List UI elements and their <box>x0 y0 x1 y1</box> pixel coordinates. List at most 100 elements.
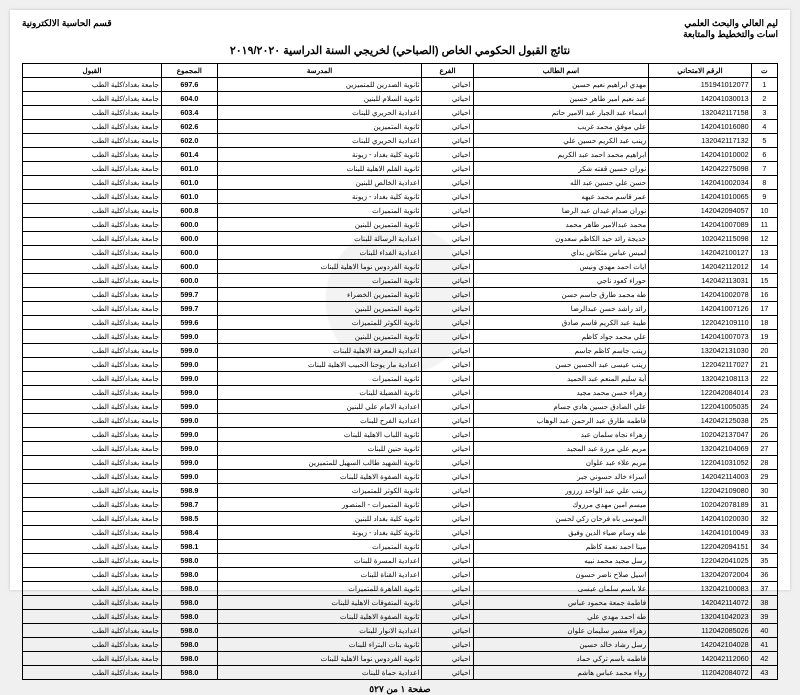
table-cell: 603.4 <box>162 106 218 120</box>
header-left-block: قسم الحاسبة الالكترونية <box>22 18 172 40</box>
table-cell: احيائي <box>422 582 473 596</box>
table-cell: عبد نعيم امير طاهر حسين <box>473 92 649 106</box>
table-cell: 601.0 <box>162 176 218 190</box>
table-cell: 9 <box>751 190 777 204</box>
table-row: 24122041005035علي الصادق حسين هادي جساما… <box>23 400 778 414</box>
table-cell: لميس عباس مثكاش بداي <box>473 246 649 260</box>
table-cell: 142041030013 <box>649 92 751 106</box>
table-cell: 25 <box>751 414 777 428</box>
table-cell: 599.7 <box>162 302 218 316</box>
table-cell: احيائي <box>422 666 473 680</box>
ministry-line1: ليم العالي والبحث العلمي <box>628 18 778 29</box>
table-cell: زهراء نجاه سلمان عبد <box>473 428 649 442</box>
table-cell: ثانوية المتميزين للبنين <box>217 302 422 316</box>
table-cell: ثانوية الكوثر للمتميزات <box>217 484 422 498</box>
results-table: تالرقم الامتحانياسم الطالبالفرعالمدرسةال… <box>22 63 778 680</box>
table-cell: جامعة بغداد/كلية الطب <box>23 204 162 218</box>
table-cell: ثانوية المتميزين للبنين <box>217 330 422 344</box>
table-cell: 132042100083 <box>649 582 751 596</box>
table-cell: علا باسم سلمان عيسى <box>473 582 649 596</box>
table-row: 20132042131030زينب جاسم كاظم جاسماحيائيا… <box>23 344 778 358</box>
table-cell: احيائي <box>422 120 473 134</box>
table-cell: 142042100127 <box>649 246 751 260</box>
table-cell: فاطمه طارق عبد الرحمن عبد الوهاب <box>473 414 649 428</box>
table-cell: احيائي <box>422 78 473 92</box>
table-cell: 18 <box>751 316 777 330</box>
table-cell: 35 <box>751 554 777 568</box>
table-cell: 19 <box>751 330 777 344</box>
table-cell: 122042041025 <box>649 554 751 568</box>
table-cell: ثانوية كلية بغداد - زيونة <box>217 526 422 540</box>
table-cell: 38 <box>751 596 777 610</box>
col-header: القبول <box>23 64 162 78</box>
table-cell: 697.6 <box>162 78 218 92</box>
table-cell: احيائي <box>422 302 473 316</box>
table-cell: 142042113031 <box>649 274 751 288</box>
table-cell: 16 <box>751 288 777 302</box>
table-cell: جامعة بغداد/كلية الطب <box>23 498 162 512</box>
table-cell: 132042108113 <box>649 372 751 386</box>
table-cell: 28 <box>751 456 777 470</box>
table-cell: 5 <box>751 134 777 148</box>
table-cell: احيائي <box>422 330 473 344</box>
table-cell: احيائي <box>422 400 473 414</box>
table-cell: محمد عبدالامير طاهر محمد <box>473 218 649 232</box>
col-header: الرقم الامتحاني <box>649 64 751 78</box>
table-cell: جامعة بغداد/كلية الطب <box>23 554 162 568</box>
page-title: نتائج القبول الحكومي الخاص (الصباحي) لخر… <box>22 44 778 57</box>
table-row: 26102042137047زهراء نجاه سلمان عبداحيائي… <box>23 428 778 442</box>
table-cell: 598.0 <box>162 652 218 666</box>
table-row: 27132042104069مريم علي مرزة عبد المجيداح… <box>23 442 778 456</box>
table-cell: 599.6 <box>162 316 218 330</box>
table-cell: ثانوية المتميزات - المنصور <box>217 498 422 512</box>
table-cell: احيائي <box>422 218 473 232</box>
table-cell: ثانوية اللباب الاهلية للبنات <box>217 428 422 442</box>
page-header: ليم العالي والبحث العلمي اسات والتخطيط و… <box>22 18 778 40</box>
table-cell: مريم علي مرزة عبد المجيد <box>473 442 649 456</box>
table-cell: ثانوية المتفوقات الاهلية للبنات <box>217 596 422 610</box>
table-cell: اعدادية الامام علي للبنين <box>217 400 422 414</box>
table-cell: ثانوية كلية بغداد للبنين <box>217 512 422 526</box>
table-cell: مريم علاء عبد علوان <box>473 456 649 470</box>
table-cell: 142042104028 <box>649 638 751 652</box>
table-cell: جامعة بغداد/كلية الطب <box>23 148 162 162</box>
table-cell: 40 <box>751 624 777 638</box>
table-row: 7142042275098نوران حسين قفته شكراحيائيثا… <box>23 162 778 176</box>
table-cell: ايات احمد مهدي ونيس <box>473 260 649 274</box>
table-cell: 26 <box>751 428 777 442</box>
table-row: 29142042114003اسراء خالد حسوني جبراحيائي… <box>23 470 778 484</box>
table-cell: جامعة بغداد/كلية الطب <box>23 596 162 610</box>
table-cell: 602.0 <box>162 134 218 148</box>
table-cell: جامعة بغداد/كلية الطب <box>23 666 162 680</box>
table-cell: 32 <box>751 512 777 526</box>
table-cell: جامعة بغداد/كلية الطب <box>23 456 162 470</box>
table-cell: 142042114072 <box>649 596 751 610</box>
table-row: 37132042100083علا باسم سلمان عيسىاحيائيث… <box>23 582 778 596</box>
table-cell: 37 <box>751 582 777 596</box>
page-footer: صفحة ١ من ٥٢٧ <box>22 684 778 695</box>
table-cell: ثانوية بنات البتراء للبنات <box>217 638 422 652</box>
table-cell: احيائي <box>422 92 473 106</box>
table-cell: جامعة بغداد/كلية الطب <box>23 400 162 414</box>
table-cell: 598.0 <box>162 610 218 624</box>
table-cell: جامعة بغداد/كلية الطب <box>23 358 162 372</box>
table-cell: 142042112060 <box>649 652 751 666</box>
table-cell: 598.7 <box>162 498 218 512</box>
table-cell: 599.0 <box>162 470 218 484</box>
table-cell: 12 <box>751 232 777 246</box>
table-cell: 1 <box>751 78 777 92</box>
col-header: الفرع <box>422 64 473 78</box>
table-cell: 142041002034 <box>649 176 751 190</box>
table-cell: زينب علي عبد الواحد زرزور <box>473 484 649 498</box>
col-header: المجموع <box>162 64 218 78</box>
table-cell: احيائي <box>422 232 473 246</box>
table-row: 17142041007126رائد راشد حسن عبدالرضااحيا… <box>23 302 778 316</box>
table-row: 31102042078189ميسم امين مهدي مرزوكاحيائي… <box>23 498 778 512</box>
table-cell: 36 <box>751 568 777 582</box>
table-cell: احيائي <box>422 512 473 526</box>
table-cell: 599.0 <box>162 372 218 386</box>
table-cell: علي موفق محمد غريب <box>473 120 649 134</box>
table-row: 6142041010002ابراهيم محمد احمد عبد الكري… <box>23 148 778 162</box>
table-cell: ثانوية الكوثر للمتميزات <box>217 316 422 330</box>
table-cell: 11 <box>751 218 777 232</box>
